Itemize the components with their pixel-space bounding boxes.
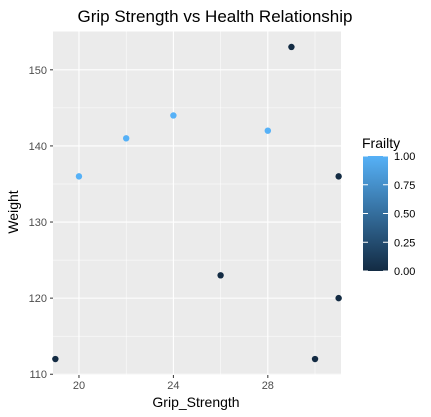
data-point bbox=[52, 355, 59, 363]
x-axis-title: Grip_Strength bbox=[152, 394, 239, 410]
data-point bbox=[217, 272, 224, 279]
plot-panel bbox=[53, 31, 341, 375]
x-tick-label: 28 bbox=[262, 380, 274, 392]
y-tick-label: 120 bbox=[29, 293, 47, 305]
data-point bbox=[75, 173, 83, 180]
y-axis-ticks: 110 120 130 140 150 bbox=[29, 65, 53, 381]
y-axis-title: Weight bbox=[5, 190, 21, 233]
legend-tick-label: 0.00 bbox=[394, 266, 415, 278]
x-tick-label: 20 bbox=[73, 380, 85, 392]
legend-tick-label: 1.00 bbox=[394, 151, 415, 163]
legend-tick-label: 0.50 bbox=[394, 209, 415, 221]
data-point bbox=[311, 355, 319, 363]
grid-lines bbox=[53, 31, 341, 375]
y-tick-label: 110 bbox=[29, 369, 47, 381]
legend: Frailty 0.00 0.25 0.50 0.75 1.00 bbox=[362, 135, 415, 278]
x-axis-ticks: 20 24 28 bbox=[73, 375, 274, 392]
data-point bbox=[288, 43, 295, 51]
legend-title: Frailty bbox=[362, 135, 400, 151]
data-point bbox=[170, 112, 177, 119]
data-point bbox=[264, 127, 272, 134]
y-tick-label: 130 bbox=[29, 217, 47, 229]
legend-ticks: 0.00 0.25 0.50 0.75 1.00 bbox=[363, 151, 415, 278]
data-points bbox=[52, 43, 342, 363]
chart-title: Grip Strength vs Health Relationship bbox=[78, 7, 353, 26]
data-point bbox=[335, 294, 342, 302]
x-tick-label: 24 bbox=[167, 380, 179, 392]
y-tick-label: 150 bbox=[29, 65, 47, 77]
legend-tick-label: 0.75 bbox=[394, 180, 415, 192]
data-point bbox=[335, 173, 342, 180]
legend-tick-label: 0.25 bbox=[394, 237, 415, 249]
data-point bbox=[122, 135, 130, 142]
y-tick-label: 140 bbox=[29, 141, 47, 153]
